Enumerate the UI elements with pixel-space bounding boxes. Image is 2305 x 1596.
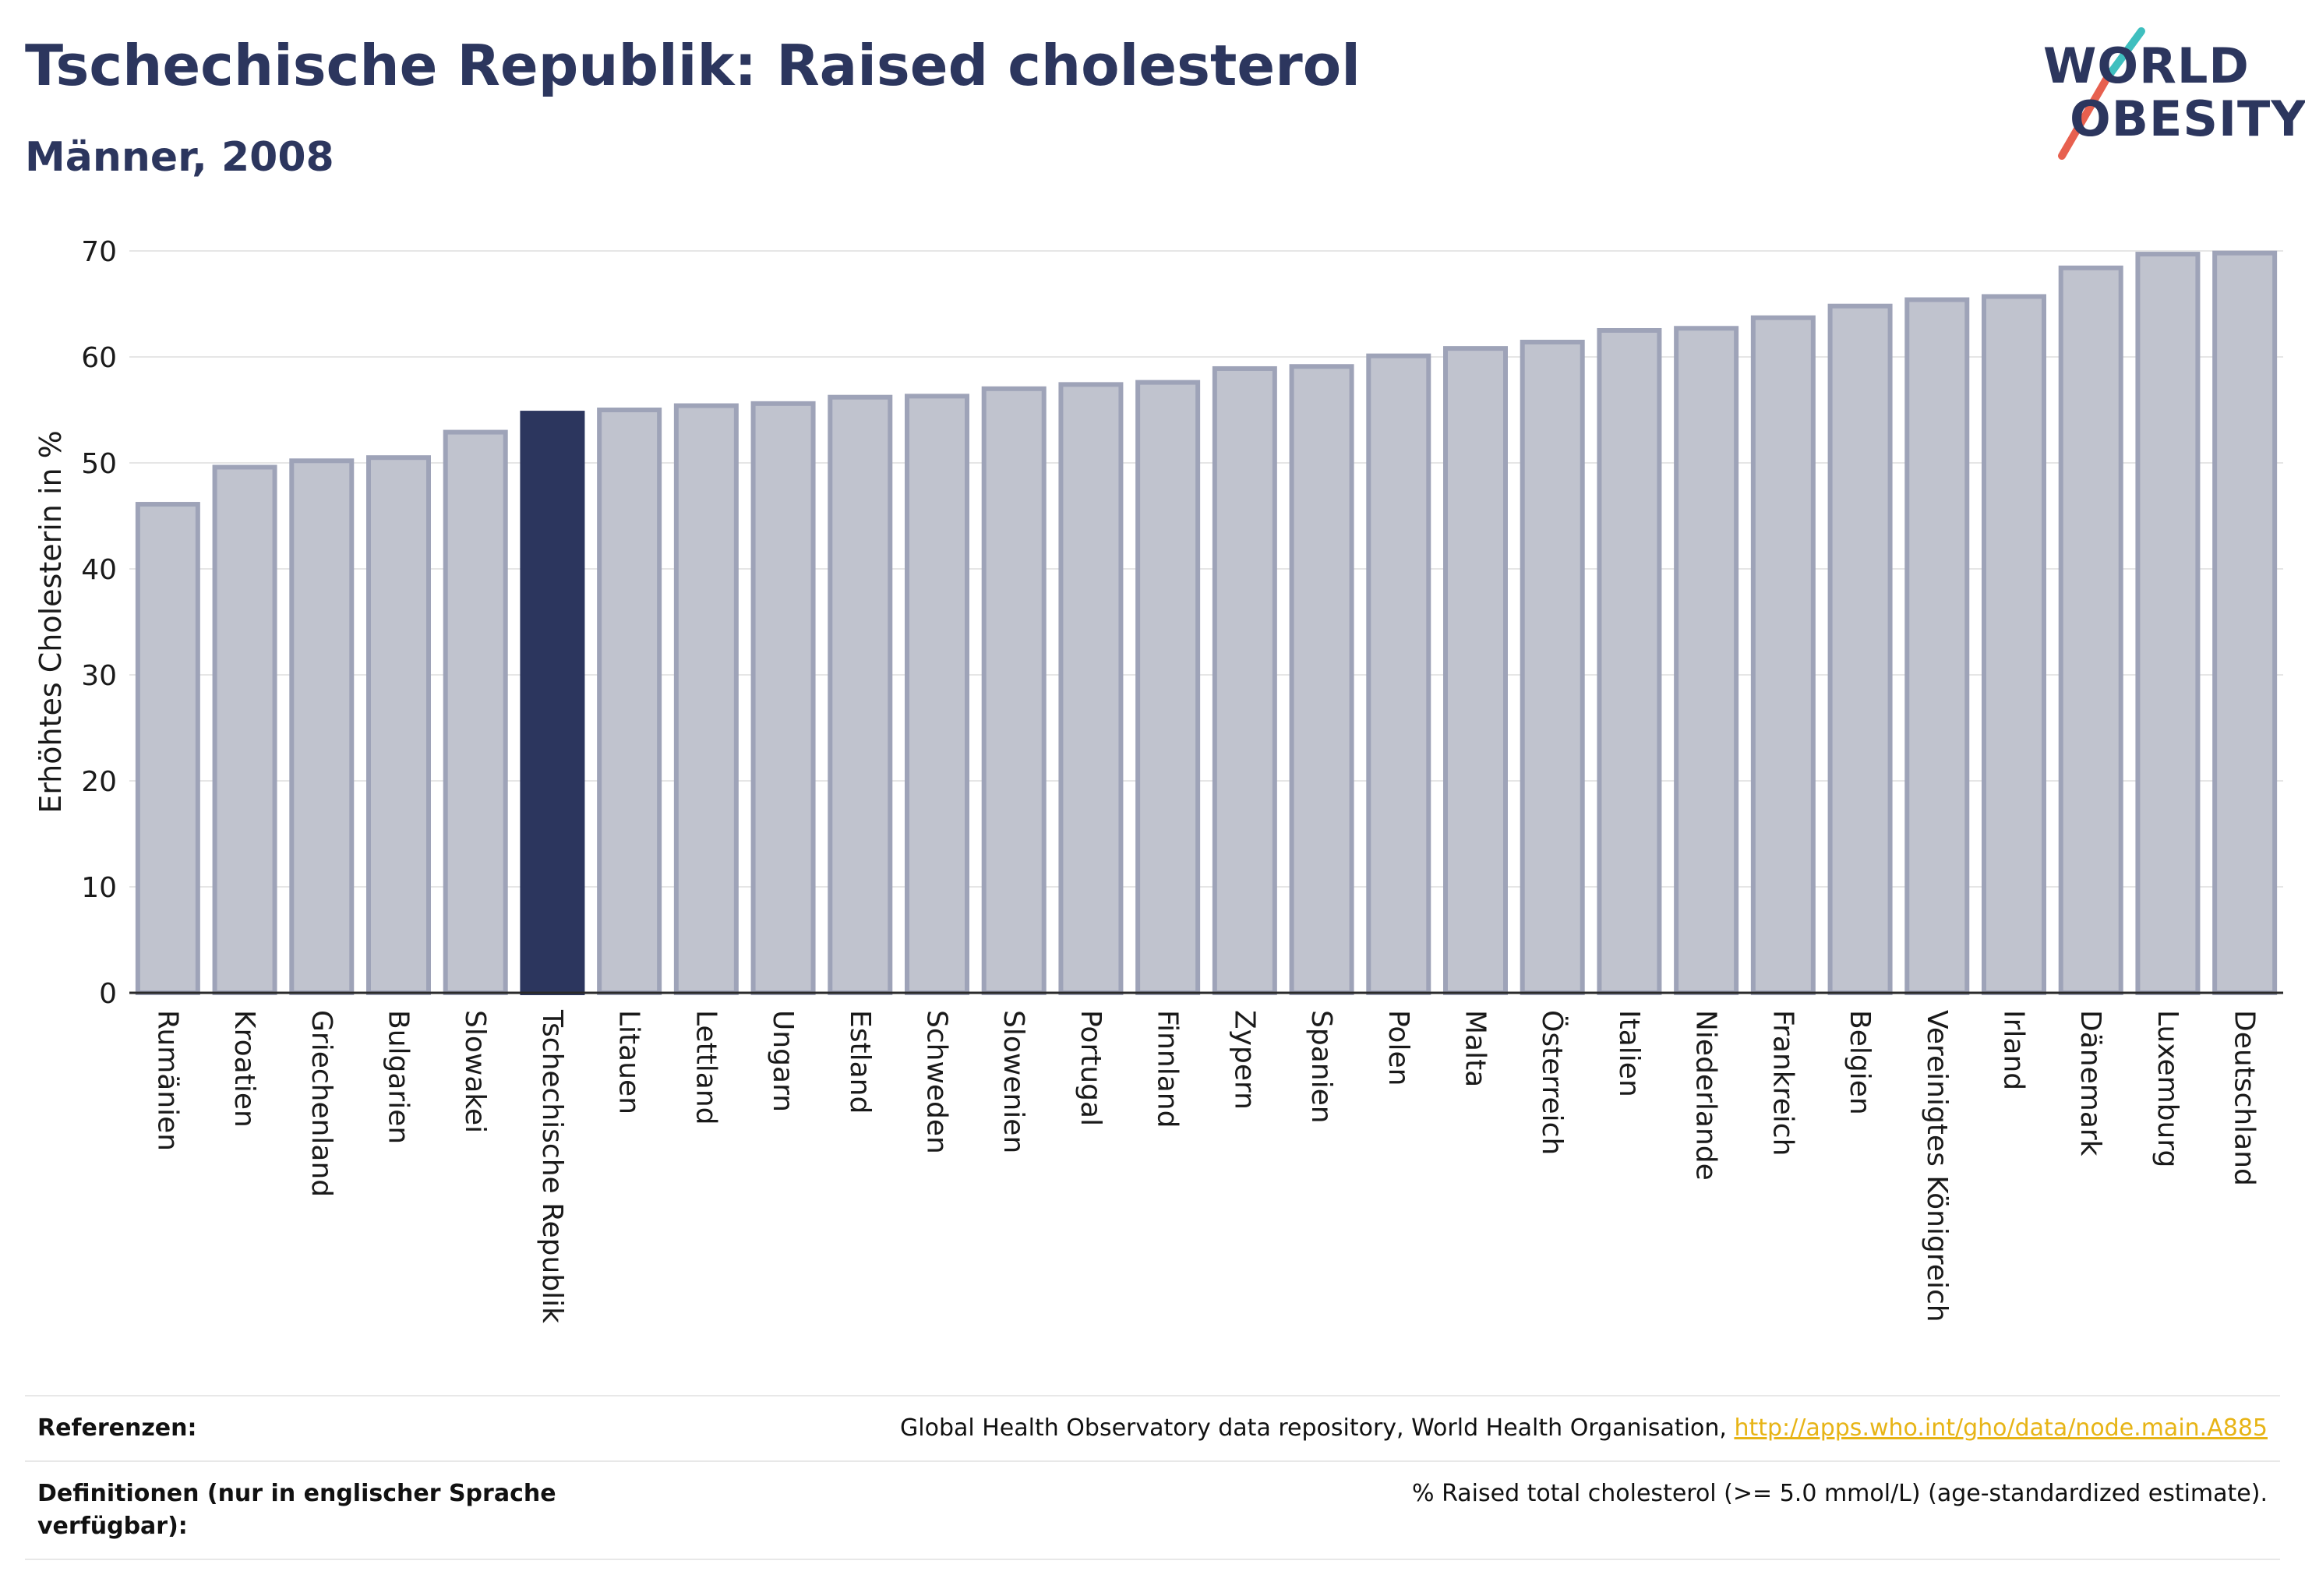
x-tick-label: Finnland	[1152, 1010, 1184, 1128]
x-tick-label: Portugal	[1075, 1010, 1107, 1126]
bar	[2135, 252, 2201, 995]
x-tick-label: Zypern	[1228, 1010, 1260, 1110]
definitions-value: % Raised total cholesterol (>= 5.0 mmol/…	[1412, 1480, 2268, 1507]
bar	[1058, 382, 1124, 996]
references-label: Referenzen:	[37, 1414, 197, 1442]
bar	[520, 411, 585, 995]
bar	[1597, 328, 1662, 995]
bar	[1443, 346, 1508, 995]
bar	[2212, 250, 2278, 996]
x-tick-label: Malta	[1460, 1010, 1491, 1087]
x-tick-label: Slowenien	[997, 1010, 1029, 1153]
x-tick-label: Frankreich	[1767, 1010, 1798, 1156]
definitions-label: Definitionen (nur in englischer Sprache …	[37, 1480, 556, 1540]
bar	[673, 403, 739, 995]
bar	[1750, 315, 1816, 995]
references-row: Referenzen: Global Health Observatory da…	[25, 1395, 2280, 1462]
x-tick-label: Österreich	[1536, 1010, 1569, 1155]
page-subtitle: Männer, 2008	[25, 134, 334, 181]
x-tick-label: Italien	[1613, 1010, 1645, 1097]
x-tick-label: Niederlande	[1690, 1010, 1722, 1181]
bar-chart: 0 10 20 30 40 50 60 70 Erhöhtes Cholesterin in %…	[34, 236, 2283, 1323]
bar	[1289, 364, 1354, 996]
x-tick-label: Bulgarien	[383, 1010, 415, 1144]
bar	[212, 464, 277, 995]
bar	[905, 394, 969, 995]
y-tick-label: 0	[99, 978, 117, 1010]
x-tick-label: Spanien	[1305, 1010, 1337, 1124]
x-tick-label: Belgien	[1844, 1010, 1876, 1115]
x-tick-label: Slowakei	[459, 1010, 491, 1133]
x-tick-label: Dänemark	[2074, 1010, 2106, 1156]
y-tick-label: 70	[81, 236, 117, 268]
bar	[1366, 353, 1431, 995]
bar	[981, 386, 1047, 996]
y-tick-label: 10	[81, 872, 117, 904]
bar	[366, 455, 431, 995]
bar	[1827, 303, 1893, 996]
references-value: Global Health Observatory data repositor…	[900, 1412, 2268, 1445]
x-tick-label: Deutschland	[2229, 1010, 2261, 1186]
bar	[1674, 326, 1739, 995]
y-tick-label: 20	[81, 766, 117, 798]
x-tick-label: Griechenland	[305, 1010, 337, 1197]
y-tick-label: 30	[81, 660, 117, 692]
bar	[828, 394, 893, 995]
bar	[1904, 297, 1970, 995]
x-tick-label: Polen	[1382, 1010, 1414, 1086]
y-tick-label: 40	[81, 554, 117, 586]
world-obesity-logo: WORLD OBESITY	[2026, 23, 2305, 164]
logo-slash-icon	[2058, 27, 2145, 160]
y-tick-label: 50	[81, 448, 117, 480]
bar	[597, 408, 662, 995]
logo-line1: WORLD	[2043, 37, 2250, 94]
x-tick-label: Lettland	[690, 1010, 722, 1125]
bar	[750, 401, 816, 995]
x-tick-label: Estland	[844, 1010, 876, 1114]
x-tick-label: Luxemburg	[2151, 1010, 2183, 1167]
x-tick-label: Rumänien	[151, 1010, 183, 1151]
logo-line2: OBESITY	[2070, 90, 2305, 147]
bar	[1212, 365, 1277, 995]
page-title: Tschechische Republik: Raised cholestero…	[25, 33, 1361, 98]
x-tick-label: Kroatien	[228, 1010, 260, 1128]
bar	[1135, 380, 1201, 995]
y-axis-label: Erhöhtes Cholesterin in %	[34, 430, 68, 814]
bar	[289, 458, 355, 995]
bar	[1982, 294, 2046, 996]
x-tick-label: Litauen	[613, 1010, 645, 1114]
bar	[2058, 265, 2123, 995]
bar	[443, 429, 508, 995]
x-tick-label: Schweden	[921, 1010, 953, 1154]
references-text: Global Health Observatory data repositor…	[900, 1414, 1735, 1442]
bar	[1520, 339, 1585, 995]
x-tick-label: Ungarn	[767, 1010, 799, 1112]
x-tick-label: Vereinigtes Königreich	[1921, 1010, 1953, 1322]
references-link[interactable]: http://apps.who.int/gho/data/node.main.A…	[1734, 1414, 2268, 1442]
bar	[135, 502, 200, 996]
definitions-row: Definitionen (nur in englischer Sprache …	[25, 1460, 2280, 1560]
x-tick-label: Irland	[1998, 1010, 2030, 1090]
x-tick-label: Tschechische Republik	[536, 1009, 568, 1323]
y-tick-label: 60	[81, 342, 117, 374]
